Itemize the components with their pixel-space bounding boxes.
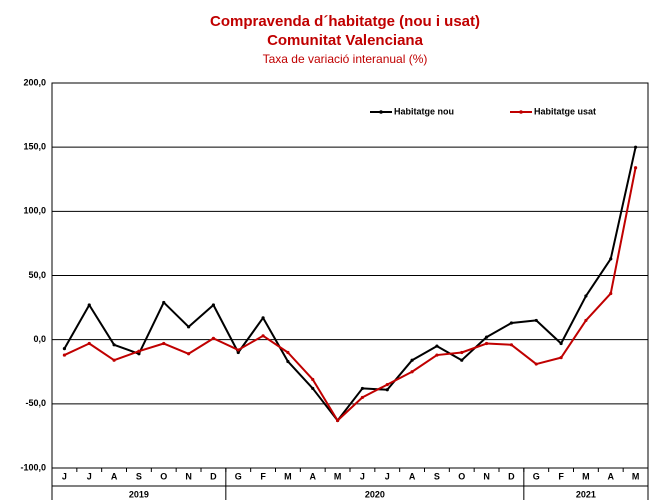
y-tick-label: -100,0	[20, 462, 46, 472]
x-tick-label: F	[260, 471, 266, 481]
point	[460, 350, 464, 355]
point	[137, 352, 141, 356]
point	[62, 353, 67, 357]
legend-label: Habitatge usat	[534, 106, 596, 116]
point	[385, 388, 389, 392]
x-tick-label: O	[160, 471, 167, 481]
y-tick-label: 50,0	[28, 270, 46, 280]
y-tick-label: 100,0	[23, 206, 46, 216]
x-tick-label: A	[608, 471, 615, 481]
point	[360, 386, 365, 391]
point	[87, 303, 91, 307]
point	[633, 166, 638, 170]
chart-subtitle-line: Comunitat Valenciana	[267, 32, 424, 49]
x-tick-label: A	[111, 471, 118, 481]
point	[534, 318, 538, 323]
point	[261, 334, 265, 338]
x-tick-label: M	[582, 471, 590, 481]
x-tick-label: O	[458, 471, 465, 481]
legend-label: Habitatge nou	[394, 106, 454, 116]
point	[609, 291, 613, 296]
point	[286, 350, 290, 355]
x-tick-label: J	[385, 471, 390, 481]
point	[112, 343, 116, 347]
chart-title: Compravenda d´habitatge (nou i usat)	[210, 13, 480, 30]
point	[137, 349, 141, 353]
point	[435, 353, 439, 357]
point	[584, 318, 588, 323]
point	[360, 395, 365, 400]
point	[410, 370, 414, 374]
y-tick-label: 0,0	[33, 334, 46, 344]
point	[62, 347, 67, 351]
x-tick-label: M	[284, 471, 292, 481]
y-tick-label: -50,0	[25, 398, 46, 408]
point	[236, 350, 240, 355]
point	[162, 300, 166, 305]
x-tick-label: D	[210, 471, 217, 481]
point	[385, 382, 389, 387]
point	[484, 335, 489, 339]
x-tick-label: N	[185, 471, 192, 481]
x-tick-label: N	[483, 471, 490, 481]
x-tick-label: S	[136, 471, 142, 481]
year-label: 2019	[129, 489, 149, 499]
point	[261, 316, 265, 320]
x-tick-label: A	[409, 471, 416, 481]
x-tick-label: G	[533, 471, 540, 481]
point	[112, 358, 116, 362]
point	[435, 344, 439, 348]
year-label: 2021	[576, 489, 596, 499]
point	[509, 343, 514, 347]
series-line	[63, 167, 637, 422]
point	[211, 336, 216, 340]
x-tick-label: S	[434, 471, 440, 481]
point	[311, 377, 315, 382]
chart-subtitle: Taxa de variació interanual (%)	[263, 52, 428, 66]
x-tick-label: J	[360, 471, 365, 481]
point	[460, 358, 464, 362]
point	[559, 341, 563, 346]
point	[162, 341, 166, 346]
point	[236, 348, 240, 352]
x-tick-label: A	[310, 471, 317, 481]
point	[484, 341, 489, 346]
x-tick-label: F	[558, 471, 564, 481]
x-tick-label: M	[632, 471, 640, 481]
point	[286, 359, 290, 364]
legend-marker	[519, 110, 523, 114]
point	[534, 362, 538, 366]
point	[509, 321, 514, 325]
x-tick-label: J	[87, 471, 92, 481]
x-tick-label: M	[334, 471, 342, 481]
series-line	[63, 146, 637, 422]
point	[311, 386, 315, 391]
year-label: 2020	[365, 489, 385, 499]
point	[87, 341, 91, 346]
y-tick-label: 150,0	[23, 142, 46, 152]
point	[186, 325, 191, 329]
point	[633, 145, 638, 149]
x-tick-label: J	[62, 471, 67, 481]
point	[335, 418, 340, 423]
point	[609, 257, 613, 261]
legend-marker	[379, 110, 383, 114]
point	[584, 294, 588, 298]
point	[186, 352, 191, 356]
y-tick-label: 200,0	[23, 77, 46, 87]
point	[211, 303, 216, 307]
point	[410, 358, 414, 362]
point	[559, 356, 563, 360]
x-tick-label: D	[508, 471, 515, 481]
x-tick-label: G	[235, 471, 242, 481]
